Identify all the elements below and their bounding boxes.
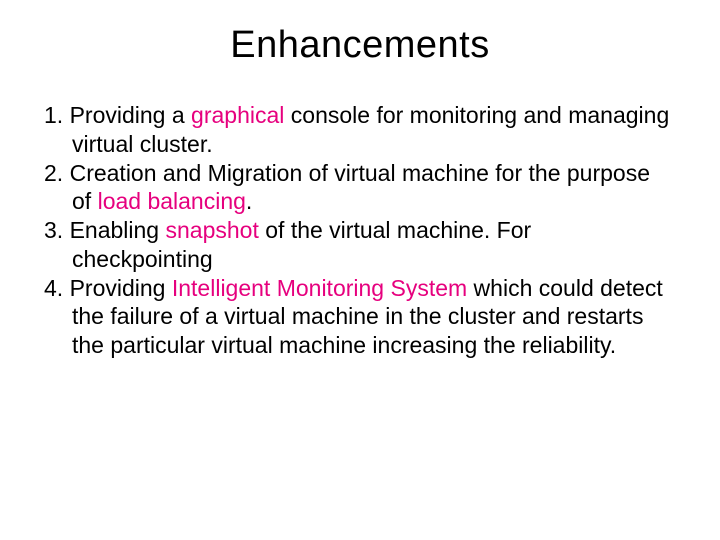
item-highlight: graphical xyxy=(191,102,284,128)
item-highlight: Intelligent Monitoring System xyxy=(172,275,467,301)
item-text-pre: Enabling xyxy=(70,217,166,243)
slide-title: Enhancements xyxy=(40,24,680,67)
list-item: Providing Intelligent Monitoring System … xyxy=(44,274,672,360)
item-text-post: . xyxy=(246,188,252,214)
item-highlight: snapshot xyxy=(166,217,259,243)
list-item: Enabling snapshot of the virtual machine… xyxy=(44,216,672,274)
list-item: Providing a graphical console for monito… xyxy=(44,101,672,159)
slide: Enhancements Providing a graphical conso… xyxy=(0,0,720,540)
enhancements-list: Providing a graphical console for monito… xyxy=(40,101,680,360)
item-highlight: load balancing xyxy=(98,188,246,214)
item-text-pre: Providing xyxy=(70,275,172,301)
list-item: Creation and Migration of virtual machin… xyxy=(44,159,672,217)
item-text-pre: Providing a xyxy=(70,102,191,128)
